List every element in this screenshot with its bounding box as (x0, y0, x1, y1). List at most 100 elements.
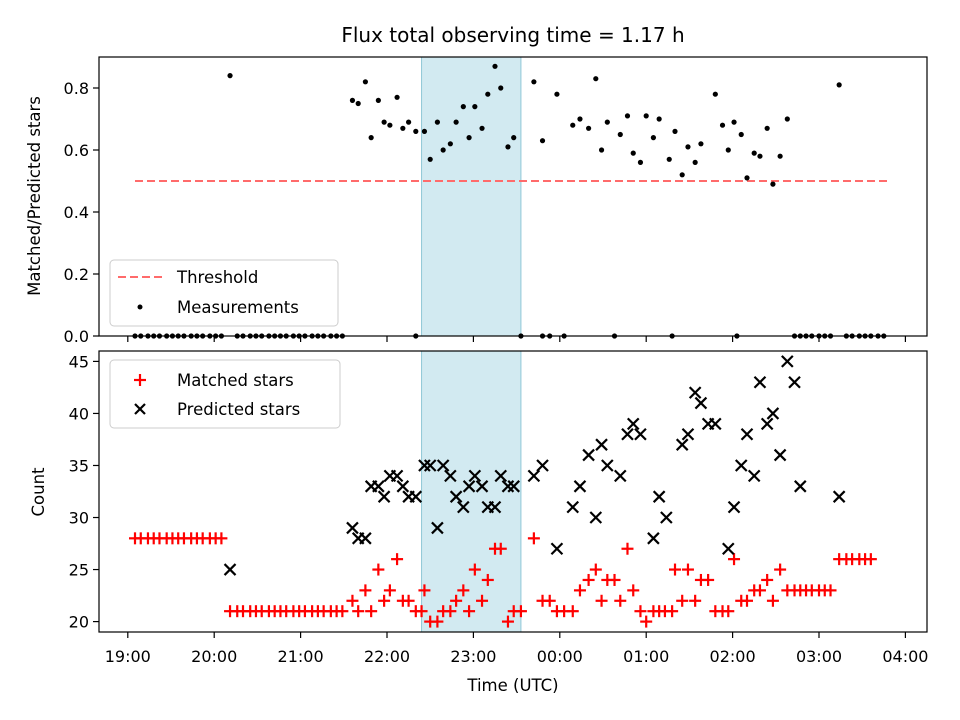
x-tick-label: 03:00 (796, 647, 842, 666)
bottom-y-axis-label: Count (29, 467, 48, 517)
matched-star-point (614, 594, 627, 607)
predicted-star-point (409, 490, 423, 503)
predicted-star-point (223, 563, 237, 576)
measurement-point (719, 122, 726, 128)
predicted-star-point (501, 480, 515, 493)
predicted-star-point (423, 459, 437, 472)
matched-star-point (476, 594, 489, 607)
measurement-point (777, 153, 783, 159)
measurement-point (539, 138, 546, 144)
measurement-point (731, 119, 737, 125)
measurement-point (577, 116, 583, 122)
predicted-star-point (595, 438, 608, 451)
predicted-star-point (788, 375, 801, 389)
x-tick-label: 22:00 (364, 647, 410, 666)
measurement-point (355, 100, 361, 107)
matched-star-point (352, 605, 365, 618)
measurement-point (685, 144, 691, 150)
predicted-star-point (652, 490, 666, 503)
measurement-point (698, 141, 704, 147)
predicted-star-point (621, 427, 634, 441)
measurement-point (505, 144, 511, 150)
x-tick-label: 04:00 (882, 647, 928, 666)
measurement-point (586, 125, 592, 131)
measurement-point (624, 113, 631, 119)
measurement-point (472, 104, 478, 110)
measurement-point (406, 119, 412, 125)
predicted-star-point (449, 490, 463, 503)
matched-star-point (761, 573, 774, 586)
matched-star-point (415, 605, 428, 618)
predicted-star-point (431, 521, 444, 535)
measurement-point (637, 159, 644, 165)
measurement-point (227, 73, 233, 79)
matched-star-point (766, 594, 779, 607)
predicted-star-point (346, 521, 359, 535)
predicted-star-point (475, 480, 489, 493)
measurement-point (593, 76, 599, 82)
measurement-point (672, 128, 678, 134)
bottom-legend: Matched stars Predicted stars (109, 359, 341, 429)
predicted-star-point (688, 386, 702, 399)
matched-star-point (573, 584, 586, 597)
matched-star-point (463, 605, 476, 618)
measurement-point (650, 135, 657, 141)
measurement-point (751, 150, 757, 156)
predicted-star-point (727, 500, 741, 514)
predicted-star-point (372, 480, 385, 493)
measurement-point (381, 119, 387, 125)
matched-star-point (582, 573, 595, 586)
predicted-star-point (589, 511, 603, 524)
matched-star-point (215, 532, 228, 545)
matched-star-point (383, 584, 396, 597)
measurement-point (643, 113, 649, 119)
matched-star-point (824, 584, 837, 597)
measurement-point (492, 63, 498, 69)
chart-title: Flux total observing time = 1.17 h (341, 23, 684, 47)
measurement-point (836, 82, 842, 88)
measurement-point (554, 91, 560, 97)
measurement-point (460, 104, 466, 110)
matched-star-point (457, 584, 470, 597)
predicted-star-point (359, 532, 372, 545)
top-y-tick-label: 0.4 (64, 203, 89, 222)
measurement-point (511, 135, 517, 141)
x-tick-label: 00:00 (537, 647, 583, 666)
matched-star-point (774, 563, 787, 576)
measurement-point (784, 116, 790, 122)
measurement-point (421, 128, 428, 134)
predicted-star-point (614, 469, 627, 483)
measurement-point (630, 150, 636, 156)
measurement-point (427, 156, 433, 162)
legend-matched-swatch (134, 374, 146, 386)
predicted-star-point (626, 417, 640, 431)
matched-star-point (621, 542, 634, 555)
matched-star-point (450, 594, 463, 607)
predicted-star-point (566, 500, 580, 514)
matched-star-point (372, 563, 385, 576)
top-legend-box (109, 259, 339, 327)
matched-star-point (527, 532, 540, 545)
measurement-point (531, 79, 537, 85)
matched-star-point (402, 594, 415, 607)
matched-star-point (346, 594, 359, 607)
measurement-point (666, 156, 672, 162)
predicted-star-point (468, 469, 482, 483)
measurement-point (479, 125, 485, 131)
measurement-point (375, 97, 381, 103)
matched-star-point (689, 594, 702, 607)
predicted-star-point (753, 375, 767, 389)
measurement-point (400, 125, 406, 131)
matched-star-point (365, 605, 378, 618)
measurement-point (712, 91, 718, 97)
matched-star-point (501, 615, 514, 628)
measurement-point (387, 122, 393, 128)
legend-matched-label: Matched stars (177, 371, 294, 390)
matched-star-point (669, 563, 681, 576)
legend-measurements-swatch (137, 304, 143, 310)
predicted-star-point (550, 542, 564, 556)
matched-star-point (608, 573, 621, 586)
measurement-point (692, 159, 698, 165)
matched-star-point (444, 605, 457, 618)
measurement-point (598, 147, 605, 153)
